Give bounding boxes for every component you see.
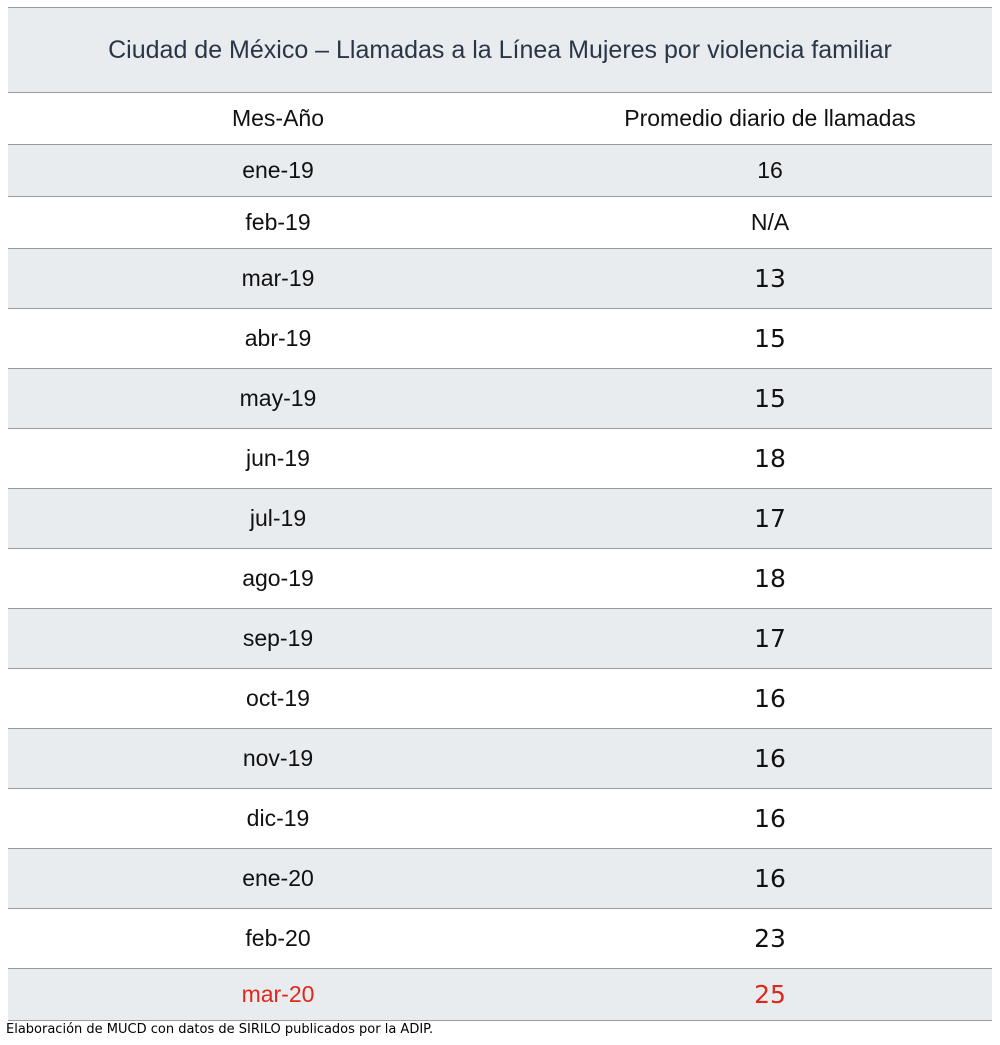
value-cell: 13 — [754, 264, 786, 293]
table-row: dic-19 16 — [8, 789, 992, 849]
calls-table: Ciudad de México – Llamadas a la Línea M… — [8, 7, 992, 1021]
month-cell: abr-19 — [244, 325, 312, 351]
value-cell: 15 — [754, 384, 786, 413]
table-row: jun-19 18 — [8, 429, 992, 489]
table-row: ago-19 18 — [8, 549, 992, 609]
header-month: Mes-Año — [231, 105, 325, 131]
table-row: mar-19 13 — [8, 249, 992, 309]
value-cell: 17 — [754, 504, 786, 533]
month-cell: ago-19 — [242, 565, 314, 591]
source-footnote: Elaboración de MUCD con datos de SIRILO … — [6, 1022, 434, 1037]
month-cell: ene-19 — [242, 157, 314, 183]
month-cell: ene-20 — [242, 865, 314, 891]
value-cell: 23 — [754, 924, 786, 953]
value-cell: 18 — [754, 444, 786, 473]
table-row-highlighted: mar-20 25 — [8, 969, 992, 1021]
month-cell: mar-19 — [241, 265, 315, 291]
month-cell: may-19 — [239, 385, 317, 411]
month-cell: jul-19 — [249, 505, 307, 531]
value-cell: 17 — [754, 624, 786, 653]
value-cell: 16 — [757, 157, 783, 183]
value-cell: 15 — [754, 324, 786, 353]
month-cell: dic-19 — [246, 805, 310, 831]
table-row: abr-19 15 — [8, 309, 992, 369]
table-row: oct-19 16 — [8, 669, 992, 729]
table-row: feb-19 N/A — [8, 197, 992, 249]
value-cell: 16 — [754, 804, 786, 833]
table-row: nov-19 16 — [8, 729, 992, 789]
table-row: jul-19 17 — [8, 489, 992, 549]
value-cell: 16 — [754, 744, 786, 773]
header-average-calls: Promedio diario de llamadas — [624, 105, 916, 131]
month-cell: feb-19 — [245, 209, 311, 235]
table-row: feb-20 23 — [8, 909, 992, 969]
month-cell: feb-20 — [245, 925, 311, 951]
table-row: ene-20 16 — [8, 849, 992, 909]
table-row: sep-19 17 — [8, 609, 992, 669]
value-cell: 16 — [754, 864, 786, 893]
table-row: may-19 15 — [8, 369, 992, 429]
month-cell: nov-19 — [242, 745, 314, 771]
value-cell: 25 — [754, 980, 786, 1009]
month-cell: sep-19 — [242, 625, 314, 651]
value-cell: 18 — [754, 564, 786, 593]
month-cell: oct-19 — [246, 685, 310, 711]
value-cell: N/A — [750, 209, 790, 235]
month-cell: jun-19 — [246, 445, 310, 471]
value-cell: 16 — [754, 684, 786, 713]
month-cell: mar-20 — [241, 981, 315, 1007]
table-row: ene-19 16 — [8, 145, 992, 197]
table-header: Mes-Año Promedio diario de llamadas — [8, 93, 992, 145]
table-title: Ciudad de México – Llamadas a la Línea M… — [8, 7, 992, 93]
